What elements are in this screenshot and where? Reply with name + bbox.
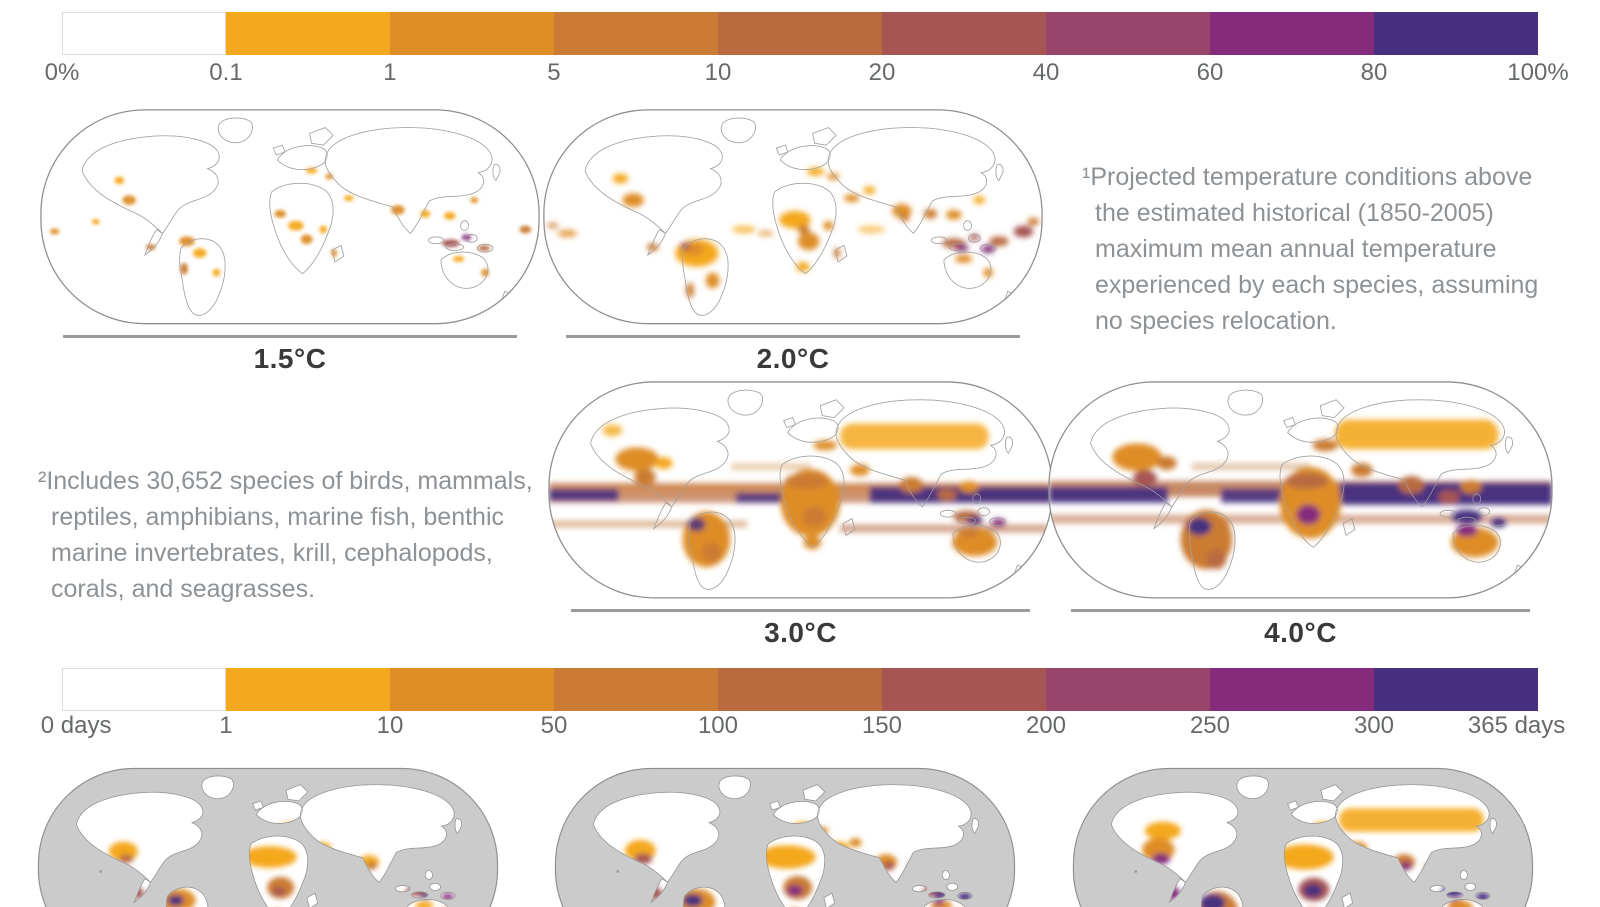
tick-label: 60 xyxy=(1196,59,1224,86)
panel-label: 3.0°C xyxy=(764,616,837,648)
world-map-1-5C xyxy=(40,109,540,325)
map-panel-days-2 xyxy=(550,763,1020,907)
footnote-2: ²Includes 30,652 species of birds, mamma… xyxy=(38,467,533,603)
legend-segment xyxy=(390,668,554,711)
map-baseline xyxy=(566,334,1020,338)
map-panel-days-3 xyxy=(1068,763,1538,907)
legend-days-colorbar xyxy=(62,668,1538,711)
legend-percent-colorbar xyxy=(62,12,1538,55)
tick-label: 300 xyxy=(1353,712,1395,739)
tick-label: 0 days xyxy=(40,712,112,739)
map-panel-days-1 xyxy=(33,763,503,907)
legend-segment xyxy=(226,12,390,55)
tick-label: 5 xyxy=(547,59,561,86)
tick-label: 50 xyxy=(540,712,568,739)
world-map-4-0C xyxy=(1048,381,1553,599)
legend-segment xyxy=(1374,668,1538,711)
panel-label: 2.0°C xyxy=(756,342,830,374)
tick-label: 10 xyxy=(704,59,732,86)
legend-percent-ticks: 0% 0.1 1 5 10 20 40 60 80 100% xyxy=(45,59,1569,87)
legend-days-ticks: 0 days 1 10 50 100 150 200 250 300 365 d… xyxy=(41,712,1565,740)
legend-segment xyxy=(62,12,226,55)
exposure-overlay xyxy=(49,167,532,277)
legend-segment xyxy=(718,668,882,711)
world-map-days-1 xyxy=(37,767,499,907)
panel-label: 1.5°C xyxy=(253,342,327,374)
legend-segment xyxy=(390,12,554,55)
tick-label: 150 xyxy=(861,712,903,739)
legend-segment xyxy=(1046,668,1210,711)
map-panel-2-0C: 2.0°C xyxy=(538,104,1048,375)
legend-segment xyxy=(1210,12,1374,55)
tick-label: 0% xyxy=(44,59,80,86)
world-map-3-0C xyxy=(548,381,1053,599)
world-map-days-3 xyxy=(1072,767,1534,907)
exposure-overlay xyxy=(1048,419,1553,570)
tick-label: 200 xyxy=(1025,712,1067,739)
tick-label: 40 xyxy=(1032,59,1060,86)
tick-label: 10 xyxy=(376,712,404,739)
world-map-2-0C xyxy=(543,109,1043,325)
map-panel-3-0C: 3.0°C xyxy=(543,376,1058,649)
legend-segment xyxy=(554,12,718,55)
legend-segment xyxy=(882,668,1046,711)
tick-label: 365 days xyxy=(1467,712,1566,739)
panel-label: 4.0°C xyxy=(1264,616,1337,648)
legend-segment xyxy=(1210,668,1374,711)
legend-segment xyxy=(226,668,390,711)
world-map-days-2 xyxy=(554,767,1016,907)
map-baseline xyxy=(63,334,517,338)
exposure-overlay xyxy=(548,423,1053,568)
legend-segment xyxy=(1046,12,1210,55)
tick-label: 250 xyxy=(1189,712,1231,739)
tick-label: 80 xyxy=(1360,59,1388,86)
legend-segment xyxy=(62,668,226,711)
map-baseline xyxy=(1071,608,1530,612)
footnote-1: ¹Projected temperature conditions above … xyxy=(1082,163,1539,335)
tick-label: 100 xyxy=(697,712,739,739)
map-baseline xyxy=(571,608,1030,612)
legend-segment xyxy=(882,12,1046,55)
tick-label: 100% xyxy=(1507,59,1569,86)
legend-segment xyxy=(554,668,718,711)
legend-segment xyxy=(718,12,882,55)
tick-label: 0.1 xyxy=(209,59,243,86)
tick-label: 1 xyxy=(219,712,233,739)
tick-label: 1 xyxy=(383,59,397,86)
map-panel-4-0C: 4.0°C xyxy=(1043,376,1558,649)
legend-segment xyxy=(1374,12,1538,55)
map-panel-1-5C: 1.5°C xyxy=(35,104,545,375)
tick-label: 20 xyxy=(868,59,896,86)
